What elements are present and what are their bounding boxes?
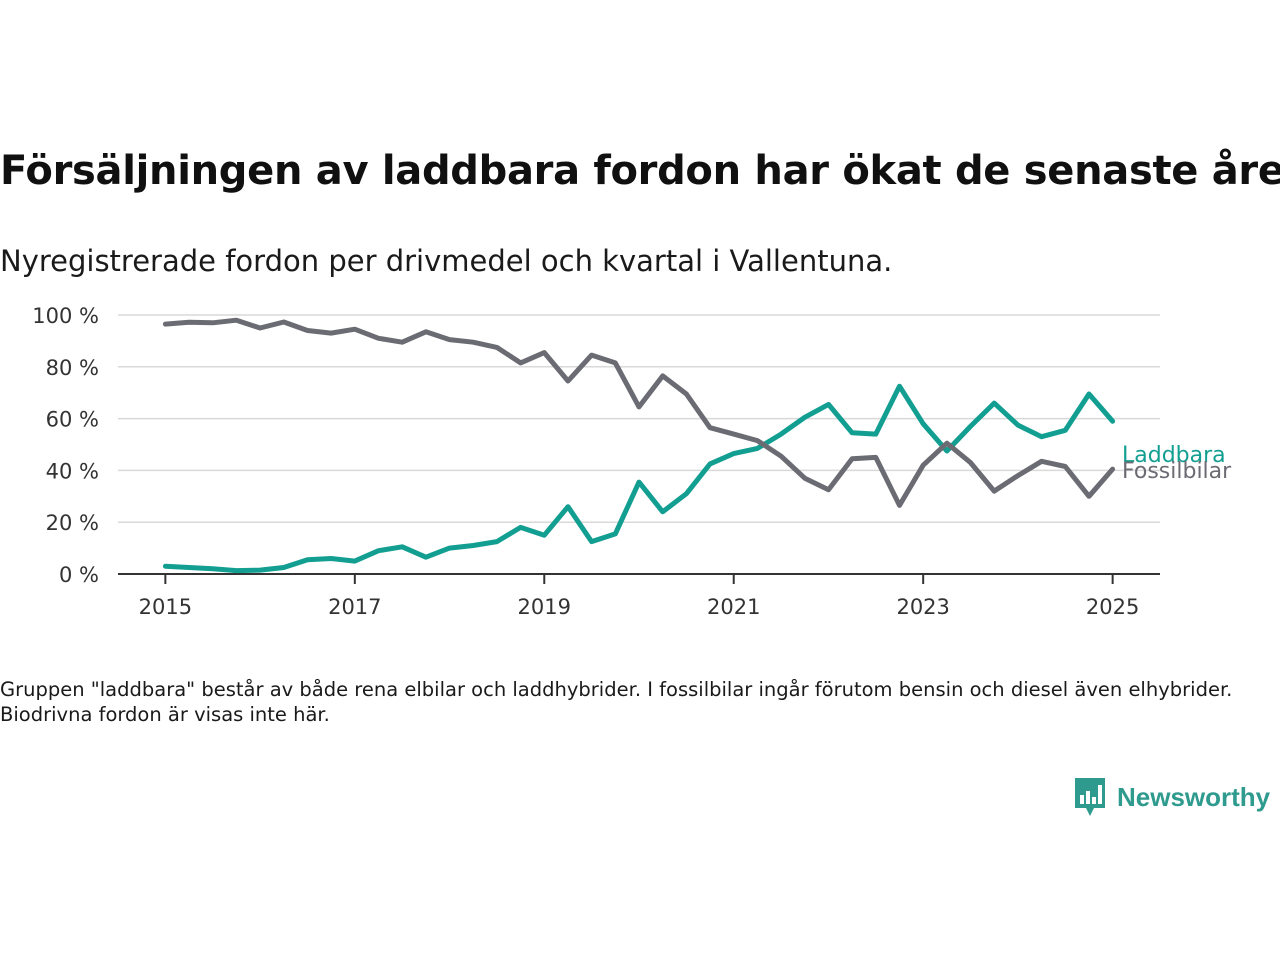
series-lines bbox=[162, 317, 1116, 574]
y-tick-label: 20 % bbox=[46, 511, 99, 535]
brand-name: Newsworthy bbox=[1117, 781, 1271, 812]
chart-subtitle: Nyregistrerade fordon per drivmedel och … bbox=[0, 244, 893, 278]
chart-title: Försäljningen av laddbara fordon har öka… bbox=[0, 148, 1280, 194]
series-line-fossilbilar bbox=[162, 317, 1116, 508]
x-tick-label: 2017 bbox=[328, 595, 381, 619]
y-axis-ticks: 0 % 20 % 40 % 60 % 80 % 100 % bbox=[32, 304, 99, 587]
x-tick-label: 2025 bbox=[1086, 595, 1139, 619]
series-label-laddbara: Laddbara bbox=[1122, 443, 1226, 468]
x-tick-label: 2023 bbox=[896, 595, 949, 619]
series-label-fossilbilar: Fossilbilar bbox=[1122, 459, 1232, 484]
y-tick-label: 40 % bbox=[46, 459, 99, 483]
footnote: Gruppen "laddbara" består av både rena e… bbox=[0, 678, 1233, 726]
line-chart: 0 % 20 % 40 % 60 % 80 % 100 % 2015 2017 2019 202… bbox=[32, 304, 1232, 619]
x-tick-label: 2015 bbox=[139, 595, 192, 619]
x-tick-label: 2021 bbox=[707, 595, 760, 619]
series-line-laddbara bbox=[162, 383, 1116, 574]
x-axis: 2015 2017 2019 2021 2023 2025 bbox=[118, 573, 1160, 619]
newsworthy-logo[interactable]: Newsworthy bbox=[1073, 776, 1270, 818]
y-tick-label: 100 % bbox=[32, 304, 99, 328]
y-tick-label: 0 % bbox=[59, 563, 99, 587]
x-tick-label: 2019 bbox=[518, 595, 571, 619]
gridlines bbox=[118, 314, 1160, 523]
y-tick-label: 60 % bbox=[46, 408, 99, 432]
bar-chart-icon bbox=[1075, 778, 1105, 816]
y-tick-label: 80 % bbox=[46, 356, 99, 380]
